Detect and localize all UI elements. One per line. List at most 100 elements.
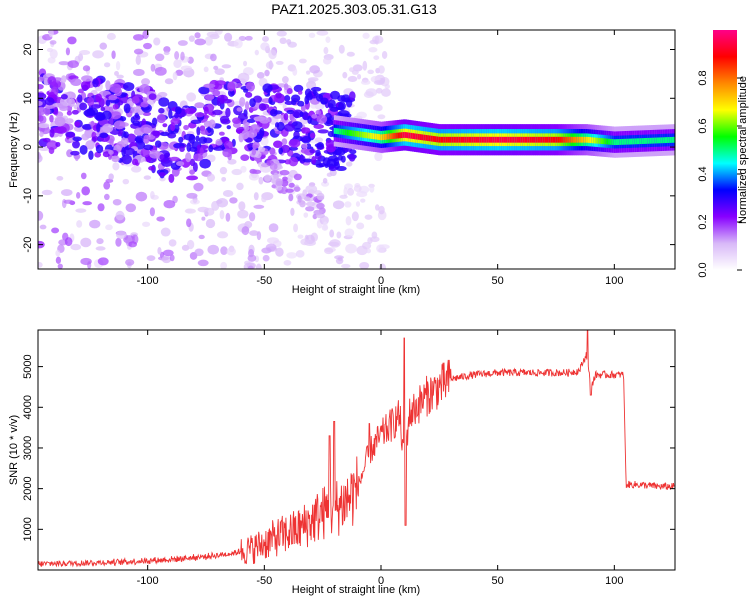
spectrogram-cell	[345, 98, 353, 108]
spectrogram-cell	[220, 118, 231, 125]
spectrogram-band	[350, 130, 353, 137]
spectrogram-cell	[243, 125, 250, 131]
spectrogram-band	[395, 132, 398, 139]
spectrogram-cell	[118, 129, 123, 135]
spectrogram-cell	[143, 42, 152, 50]
spectrogram-cell	[249, 124, 261, 134]
spectrogram-cell	[162, 123, 168, 128]
spectrogram-cell	[239, 97, 246, 107]
spectrogram-cell	[343, 186, 348, 197]
spectrogram-cell	[215, 199, 223, 204]
spectrogram-cell	[222, 148, 233, 158]
spectrogram-cell	[305, 201, 316, 207]
spectrogram-cell	[316, 202, 325, 210]
spectrogram-cell	[303, 212, 309, 218]
spectrogram-cell	[141, 78, 151, 86]
spectrogram-cell	[158, 107, 165, 114]
spectrogram-cell	[96, 114, 106, 121]
spectrogram-cell	[208, 144, 214, 153]
spectrogram-band	[458, 136, 461, 143]
spectrogram-cell	[348, 153, 356, 162]
spectrogram-cell	[368, 47, 378, 53]
spectrogram-band	[527, 136, 531, 143]
spectrogram-cell	[258, 103, 267, 111]
spectrogram-cell	[236, 107, 243, 112]
spectrogram-cell	[309, 65, 321, 74]
spectrogram-cell	[227, 158, 237, 165]
spectrogram-band	[567, 136, 570, 143]
spectrogram-band	[533, 136, 536, 143]
spectrogram-cell	[378, 205, 385, 215]
spectrogram-cell	[108, 150, 114, 155]
spectrogram-band	[372, 133, 376, 140]
spectrogram-cell	[306, 143, 312, 150]
spectrogram-cell	[356, 222, 365, 230]
spectrogram-band	[565, 136, 568, 143]
spectrogram-cell	[162, 249, 174, 257]
spectrogram-cell	[313, 124, 325, 129]
spectrogram-band	[548, 136, 551, 143]
spectrogram-cell	[290, 207, 295, 217]
spectrogram-ytick-label: 0	[22, 144, 34, 150]
spectrogram-cell	[311, 114, 318, 119]
spectrogram-cell	[55, 249, 61, 257]
spectrogram-cell	[189, 169, 196, 175]
spectrogram-cell	[79, 102, 88, 111]
spectrogram-band	[494, 136, 497, 143]
spectrogram-cell	[279, 37, 287, 45]
spectrogram-cell	[255, 263, 262, 269]
spectrogram-cell	[113, 120, 126, 130]
spectrogram-band	[343, 129, 346, 136]
spectrogram-cell	[336, 231, 342, 239]
spectrogram-cell	[249, 98, 256, 108]
spectrogram-cell	[81, 186, 91, 196]
spectrogram-xtick-label: -50	[256, 275, 272, 287]
spectrogram-cell	[42, 137, 51, 143]
spectrogram-cell	[286, 88, 293, 95]
spectrogram-band	[580, 136, 583, 143]
spectrogram-cell	[143, 144, 154, 151]
spectrogram-cell	[247, 254, 257, 262]
spectrogram-cell	[273, 140, 283, 148]
spectrogram-band	[550, 136, 553, 143]
spectrogram-cell	[351, 211, 359, 222]
spectrogram-cell	[216, 231, 229, 239]
snr-ytick-label: 1000	[22, 517, 34, 541]
spectrogram-band	[484, 136, 488, 143]
spectrogram-cell	[106, 32, 116, 41]
spectrogram-cell	[184, 107, 196, 115]
spectrogram-cell	[103, 181, 111, 190]
spectrogram-band	[445, 136, 448, 143]
spectrogram-cell	[38, 262, 43, 268]
spectrogram-cell	[38, 146, 50, 151]
spectrogram-cell	[180, 51, 185, 61]
spectrogram-band	[589, 137, 592, 143]
spectrogram-cell	[112, 162, 120, 171]
spectrogram-band	[471, 136, 475, 143]
spectrogram-cell	[302, 111, 309, 120]
spectrogram-cell	[174, 51, 180, 60]
spectrogram-cell	[345, 216, 352, 226]
spectrogram-band	[540, 136, 544, 143]
spectrogram-cell	[100, 106, 106, 112]
spectrogram-band	[464, 136, 467, 143]
spectrogram-cell	[244, 35, 253, 41]
spectrogram-cell	[303, 196, 311, 202]
spectrogram-cell	[38, 76, 45, 82]
spectrogram-cell	[237, 209, 249, 219]
spectrogram-cell	[131, 158, 139, 166]
spectrogram-band	[531, 136, 534, 143]
spectrogram-band	[555, 136, 559, 143]
spectrogram-cell	[253, 204, 265, 209]
colorbar-tick-label: 0.6	[697, 118, 709, 133]
spectrogram-cell	[58, 61, 69, 66]
spectrogram-cell	[356, 111, 367, 119]
spectrogram-cell	[381, 50, 388, 59]
spectrogram-band	[410, 132, 413, 139]
spectrogram-cell	[367, 237, 373, 244]
spectrogram-cell	[79, 144, 88, 155]
spectrogram-cell	[175, 106, 182, 115]
spectrogram-band	[507, 136, 510, 143]
spectrogram-cell	[169, 254, 175, 262]
